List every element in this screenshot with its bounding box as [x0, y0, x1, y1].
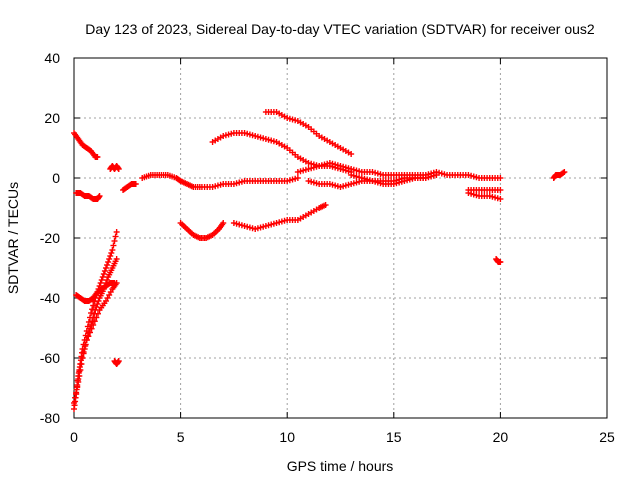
- data-point: [73, 391, 80, 397]
- data-point: [82, 343, 89, 349]
- data-point: [80, 349, 87, 355]
- data-point: [112, 233, 119, 240]
- data-point: [113, 256, 120, 262]
- data-point: [93, 314, 100, 321]
- data-point: [108, 250, 115, 256]
- data-point: [101, 268, 108, 274]
- series-arc-u: [111, 358, 122, 367]
- data-point: [95, 298, 102, 304]
- y-tick-label: 0: [52, 170, 60, 186]
- data-point: [561, 169, 568, 175]
- data-point: [86, 329, 93, 336]
- data-point: [560, 169, 567, 176]
- data-point: [97, 280, 104, 286]
- data-point: [294, 175, 301, 181]
- grid: [74, 58, 607, 418]
- series-arc-n: [465, 190, 504, 202]
- x-tick-label: 5: [177, 429, 185, 445]
- series-arc-f: [209, 130, 355, 175]
- y-tick-label: -80: [40, 410, 60, 426]
- series-arc-o: [493, 256, 504, 265]
- data-point: [104, 277, 111, 283]
- series-arc-a: [71, 130, 101, 160]
- x-tick-label: 15: [386, 429, 402, 445]
- data-point: [89, 306, 96, 313]
- series-arc-i: [230, 202, 329, 232]
- x-tick-label: 20: [493, 429, 509, 445]
- series-arc-r: [71, 256, 120, 406]
- x-tick-label: 0: [70, 429, 78, 445]
- data-point: [109, 247, 116, 253]
- data-point: [98, 277, 105, 283]
- data-point: [115, 166, 122, 172]
- data-point: [94, 310, 101, 317]
- data-point: [90, 302, 97, 309]
- data-points: [71, 109, 568, 412]
- data-point: [106, 256, 113, 262]
- data-point: [433, 172, 440, 178]
- x-tick-label: 25: [599, 429, 615, 445]
- data-point: [78, 355, 85, 361]
- data-point: [96, 193, 103, 199]
- data-point: [497, 175, 504, 181]
- data-point: [93, 304, 100, 310]
- data-point: [220, 220, 227, 226]
- chart-title: Day 123 of 2023, Sidereal Day-to-day VTE…: [85, 21, 595, 37]
- series-arc-l: [348, 172, 429, 187]
- series-arc-c: [107, 163, 122, 172]
- data-point: [99, 274, 106, 280]
- axis-ticks: 0 5 10 15 20 25 -80 -60 -40 -20 0 20 40: [40, 50, 615, 445]
- series-arc-e: [139, 172, 301, 190]
- data-point: [83, 337, 90, 343]
- y-tick-label: 40: [44, 50, 60, 66]
- data-point: [75, 376, 82, 382]
- series-arc-g: [262, 109, 355, 157]
- data-point: [322, 202, 329, 208]
- data-point: [94, 301, 101, 307]
- data-point: [77, 361, 84, 367]
- data-point: [111, 238, 118, 244]
- series-arc-h: [177, 220, 227, 241]
- x-axis-label: GPS time / hours: [287, 458, 394, 474]
- data-point: [94, 154, 101, 160]
- data-point: [111, 280, 118, 286]
- data-point: [102, 265, 109, 271]
- series-arc-m: [465, 187, 504, 193]
- data-point: [91, 318, 98, 325]
- y-tick-label: -20: [40, 230, 60, 246]
- data-point: [88, 310, 95, 316]
- y-tick-label: -40: [40, 290, 60, 306]
- data-point: [105, 259, 112, 265]
- data-point: [90, 322, 97, 328]
- x-tick-label: 10: [279, 429, 295, 445]
- y-tick-label: -60: [40, 350, 60, 366]
- data-point: [348, 151, 355, 157]
- data-point: [88, 325, 95, 332]
- data-point: [132, 181, 139, 187]
- data-point: [76, 368, 83, 375]
- y-tick-label: 20: [44, 110, 60, 126]
- data-point: [85, 333, 92, 340]
- data-point: [110, 242, 117, 249]
- series-arc-b: [73, 190, 103, 202]
- data-point: [497, 187, 504, 193]
- data-point: [497, 259, 504, 265]
- series-arc-d: [120, 181, 139, 193]
- series-arc-t: [73, 280, 118, 304]
- data-point: [107, 253, 114, 259]
- data-point: [104, 262, 111, 268]
- data-point: [100, 271, 107, 277]
- data-point: [74, 383, 81, 390]
- data-point: [422, 175, 429, 181]
- data-point: [113, 229, 120, 235]
- data-point: [115, 358, 122, 364]
- data-point: [72, 394, 79, 401]
- data-point: [497, 196, 504, 202]
- y-axis-label: SDTVAR / TECUs: [5, 182, 21, 294]
- data-point: [71, 400, 77, 406]
- series-arc-p: [550, 169, 568, 181]
